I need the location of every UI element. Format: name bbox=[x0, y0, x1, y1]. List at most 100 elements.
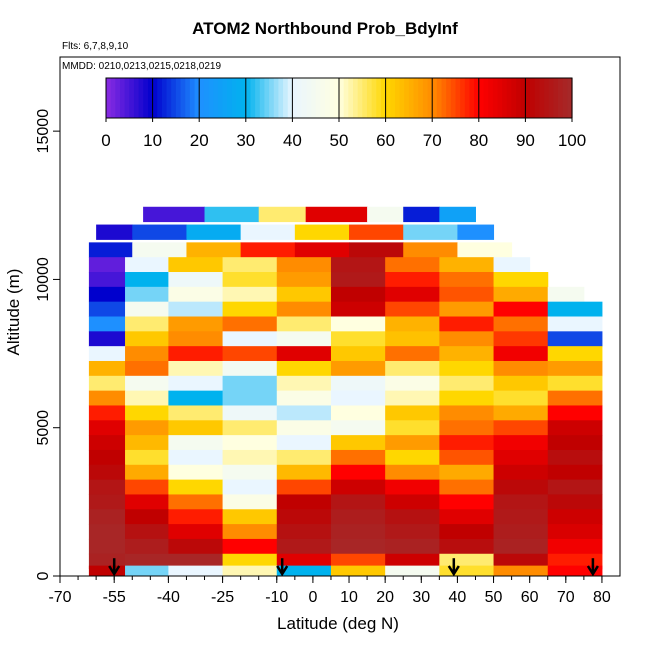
colorbar-segment bbox=[376, 78, 382, 118]
heatmap-cell bbox=[125, 449, 169, 466]
heatmap-cell bbox=[439, 509, 495, 525]
heatmap-cell bbox=[222, 272, 278, 288]
heatmap-cell bbox=[547, 479, 603, 495]
heatmap-cell bbox=[547, 360, 603, 377]
heatmap-cell bbox=[88, 435, 126, 451]
colorbar-segment bbox=[422, 78, 429, 118]
heatmap-cell bbox=[330, 420, 386, 436]
heatmap-cell bbox=[330, 301, 386, 317]
heatmap-cell bbox=[168, 272, 224, 288]
heatmap-cell bbox=[385, 316, 440, 332]
colorbar-segment bbox=[213, 78, 219, 118]
heatmap-cell bbox=[88, 301, 126, 317]
heatmap-cell bbox=[493, 420, 549, 436]
colorbar: 0 10 20 30 40 50 60 70 80 90 100 bbox=[101, 77, 586, 150]
heatmap-cell bbox=[186, 224, 242, 240]
heatmap-cell bbox=[493, 524, 549, 540]
heatmap-cell bbox=[547, 375, 603, 392]
colorbar-segment bbox=[231, 78, 238, 118]
heatmap-cell bbox=[385, 346, 440, 362]
heatmap-cell bbox=[168, 464, 224, 481]
heatmap-cell bbox=[493, 449, 549, 466]
colorbar-segment bbox=[245, 78, 252, 118]
colorbar-segment bbox=[450, 78, 457, 118]
heatmap-cell bbox=[222, 286, 278, 303]
heatmap-cell bbox=[493, 509, 549, 525]
heatmap-cell bbox=[439, 206, 476, 223]
heatmap-cell bbox=[385, 524, 440, 540]
heatmap-cell bbox=[88, 346, 126, 362]
colorbar-segment bbox=[352, 78, 359, 118]
heatmap-cell bbox=[222, 331, 278, 347]
colorbar-tick-label: 100 bbox=[558, 131, 586, 150]
heatmap-cell bbox=[385, 257, 440, 273]
heatmap-cell bbox=[222, 435, 278, 451]
colorbar-segment bbox=[124, 78, 130, 118]
heatmap-cell bbox=[403, 206, 440, 223]
heatmap-cell bbox=[439, 538, 495, 555]
colorbar-segment bbox=[329, 78, 335, 118]
colorbar-segment bbox=[530, 78, 536, 118]
heatmap-cell bbox=[385, 509, 440, 525]
colorbar-segment bbox=[385, 78, 391, 118]
colorbar-segment bbox=[138, 78, 144, 118]
heatmap-cell bbox=[493, 286, 549, 303]
heatmap-cell bbox=[168, 360, 224, 377]
profile-arrow-head bbox=[447, 565, 460, 577]
colorbar-segment bbox=[250, 78, 256, 118]
heatmap-cell bbox=[493, 316, 549, 332]
heatmap-cell bbox=[186, 242, 242, 258]
colorbar-segment bbox=[460, 78, 466, 118]
colorbar-segment bbox=[292, 78, 298, 118]
heatmap-cell bbox=[125, 479, 169, 495]
heatmap-cell bbox=[88, 331, 126, 347]
heatmap-cell bbox=[88, 565, 126, 577]
heatmap-cell bbox=[168, 346, 224, 362]
heatmap-cell bbox=[222, 524, 278, 540]
colorbar-segment bbox=[264, 78, 270, 118]
heatmap-cell bbox=[168, 286, 224, 303]
heatmap-cell bbox=[493, 494, 549, 510]
x-tick-label: -25 bbox=[211, 589, 234, 606]
colorbar-segment bbox=[315, 78, 321, 118]
colorbar-tick-label: 20 bbox=[190, 131, 209, 150]
heatmap-cell bbox=[88, 360, 126, 377]
colorbar-segment bbox=[171, 78, 177, 118]
colorbar-segment bbox=[311, 78, 317, 118]
x-tick-label: 30 bbox=[412, 589, 430, 606]
colorbar-segment bbox=[306, 78, 312, 118]
heatmap-cell bbox=[168, 509, 224, 525]
x-tick-label: -70 bbox=[48, 589, 71, 606]
colorbar-tick-label: 70 bbox=[423, 131, 442, 150]
heatmap-cell bbox=[547, 565, 603, 577]
colorbar-segment bbox=[502, 78, 508, 118]
y-tick-label: 0 bbox=[35, 571, 52, 580]
heatmap-cell bbox=[258, 206, 307, 223]
colorbar-segment bbox=[436, 78, 443, 118]
colorbar-tick-label: 60 bbox=[376, 131, 395, 150]
heatmap-cell bbox=[547, 405, 603, 421]
profile-arrow-head bbox=[108, 565, 121, 577]
heatmap-cell bbox=[330, 565, 386, 577]
heatmap-cell bbox=[222, 449, 278, 466]
heatmap-cell bbox=[439, 449, 495, 466]
x-tick-label: -40 bbox=[157, 589, 180, 606]
heatmap-cell bbox=[168, 435, 224, 451]
heatmap-cell bbox=[88, 405, 126, 421]
colorbar-segment bbox=[562, 78, 568, 118]
heatmap-cell bbox=[276, 553, 332, 570]
colorbar-segment bbox=[357, 78, 363, 118]
colorbar-tick-label: 0 bbox=[101, 131, 110, 150]
heatmap-cell bbox=[222, 316, 278, 332]
x-tick-label: -55 bbox=[103, 589, 126, 606]
heatmap-cell bbox=[168, 390, 224, 406]
heatmap-cell bbox=[330, 479, 386, 495]
heatmap-cell bbox=[385, 375, 440, 392]
x-tick-label: 60 bbox=[521, 589, 539, 606]
heatmap-cell bbox=[439, 286, 495, 303]
heatmap-cell bbox=[330, 405, 386, 421]
colorbar-segment bbox=[180, 78, 186, 118]
mmdd-note: MMDD: 0210,0213,0215,0218,0219 bbox=[62, 61, 222, 72]
heatmap-cell bbox=[330, 257, 386, 273]
heatmap-cell bbox=[222, 509, 278, 525]
